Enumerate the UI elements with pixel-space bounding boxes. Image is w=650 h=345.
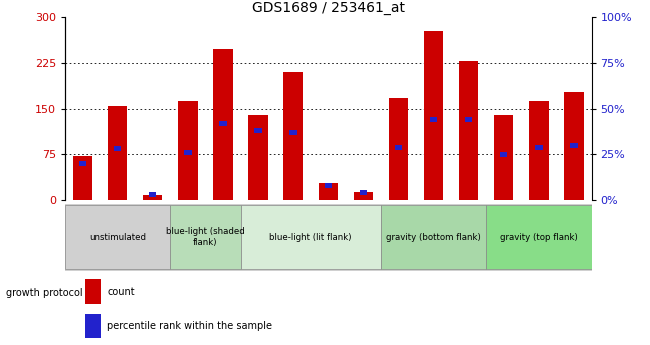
Bar xyxy=(283,72,303,200)
Bar xyxy=(318,183,338,200)
Bar xyxy=(459,61,478,200)
Bar xyxy=(84,279,101,304)
Bar xyxy=(248,115,268,200)
Bar xyxy=(170,205,240,269)
Bar xyxy=(254,128,262,133)
Text: unstimulated: unstimulated xyxy=(89,233,146,242)
Bar xyxy=(395,145,402,149)
Bar xyxy=(79,161,86,166)
Bar xyxy=(486,205,592,269)
Text: percentile rank within the sample: percentile rank within the sample xyxy=(107,322,272,331)
Bar xyxy=(149,192,157,197)
Text: blue-light (lit flank): blue-light (lit flank) xyxy=(270,233,352,242)
Bar xyxy=(494,115,514,200)
Bar xyxy=(529,101,549,200)
Bar xyxy=(240,205,381,269)
Bar xyxy=(424,31,443,200)
Bar xyxy=(73,156,92,200)
Bar xyxy=(184,150,192,155)
Text: gravity (top flank): gravity (top flank) xyxy=(500,233,578,242)
Bar xyxy=(535,145,543,149)
Bar xyxy=(65,205,170,269)
Bar xyxy=(354,191,373,200)
Text: count: count xyxy=(107,287,135,297)
Bar xyxy=(219,121,227,126)
Bar xyxy=(324,183,332,188)
Bar xyxy=(500,152,508,157)
Title: GDS1689 / 253461_at: GDS1689 / 253461_at xyxy=(252,1,405,15)
Bar xyxy=(178,101,198,200)
Bar xyxy=(465,117,473,122)
Bar xyxy=(289,130,297,135)
Bar xyxy=(143,195,162,200)
Text: gravity (bottom flank): gravity (bottom flank) xyxy=(386,233,481,242)
Bar xyxy=(213,49,233,200)
Bar xyxy=(114,147,122,151)
Text: growth protocol  ▶: growth protocol ▶ xyxy=(6,288,97,298)
Bar xyxy=(108,106,127,200)
Bar xyxy=(430,117,437,122)
Text: blue-light (shaded
flank): blue-light (shaded flank) xyxy=(166,227,245,247)
Bar xyxy=(359,190,367,195)
Bar xyxy=(570,143,578,148)
Bar xyxy=(564,92,584,200)
Bar xyxy=(84,314,101,338)
Bar xyxy=(381,205,486,269)
Bar xyxy=(389,98,408,200)
